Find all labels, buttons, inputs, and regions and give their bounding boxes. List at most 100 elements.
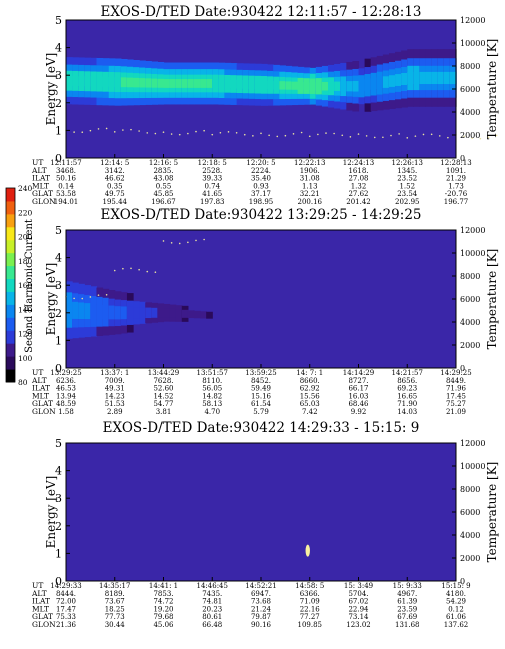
table-cell: 45.85: [153, 190, 173, 198]
spectrogram-cell: [84, 76, 91, 87]
spectrogram-cell: [370, 78, 378, 90]
y-axis-label: Energy [eV]: [44, 263, 58, 336]
spectrogram-cell: [175, 79, 183, 88]
table-cell: 80.61: [202, 613, 222, 621]
y-right-tick-label: 6000: [460, 85, 480, 94]
y-tick-label: 2: [55, 520, 62, 533]
table-cell: 21.36: [56, 621, 77, 629]
y-right-tick-label: 6000: [460, 508, 480, 517]
spectrogram-cell: [267, 80, 274, 90]
table-cell: 67.02: [348, 598, 368, 606]
table-cell: 21.29: [446, 175, 466, 183]
table-cell: -20.76: [445, 190, 468, 198]
temperature-point: [138, 130, 140, 132]
y-tick-label: 0: [55, 575, 62, 588]
table-cell: 17.45: [446, 392, 466, 400]
colorbar-swatch: [6, 343, 15, 357]
spectrogram-cell: [449, 71, 457, 85]
table-cell: 54.77: [153, 400, 173, 408]
table-row-label: ALT: [31, 166, 47, 175]
table-cell: 37.17: [251, 190, 271, 198]
table-cell: 5.79: [253, 408, 269, 416]
table-cell: 8656.: [397, 377, 417, 385]
table-row-label: ILAT: [32, 597, 50, 606]
table-cell: 13:51:57: [197, 369, 228, 377]
temperature-point: [357, 133, 360, 135]
table-cell: 7628.: [153, 377, 173, 385]
temperature-point: [260, 132, 262, 135]
temperature-point: [203, 238, 205, 241]
temperature-point: [178, 242, 181, 245]
table-cell: 15: 3:49: [344, 582, 373, 590]
temperature-point: [73, 297, 75, 300]
spectrogram-cell: [395, 74, 402, 86]
spectrogram-cell: [200, 311, 207, 319]
table-cell: 18.25: [105, 605, 125, 613]
spectrogram-cell: [120, 306, 128, 320]
table-cell: 9.92: [351, 408, 367, 416]
table-cell: 54.29: [446, 598, 466, 606]
colorbar-tick-label: 200: [18, 233, 33, 242]
table-cell: 77.73: [105, 613, 125, 621]
spectrogram-cell: [157, 78, 165, 88]
spectrogram-cell: [364, 79, 372, 91]
temperature-point: [227, 131, 230, 133]
spectrogram-cell: [90, 76, 98, 87]
table-cell: 12:26:13: [392, 159, 423, 167]
colorbar-tick-label: 240: [18, 184, 33, 193]
table-cell: 15: 9:33: [393, 582, 422, 590]
y-tick-label: 1: [55, 547, 62, 560]
panel-3: EXOS-D/TED Date:930422 14:29:33 - 15:15:…: [31, 420, 499, 629]
y-right-tick-label: 4000: [460, 108, 480, 117]
temperature-point: [471, 137, 474, 140]
colorbar-swatch: [6, 291, 15, 305]
spectrogram-cell: [376, 77, 384, 89]
table-cell: 79.68: [153, 613, 173, 621]
table-cell: 201.42: [346, 198, 371, 206]
temperature-point: [195, 130, 197, 133]
temperature-point: [422, 133, 425, 136]
table-cell: 0.93: [253, 182, 269, 190]
table-cell: 14:29:33: [50, 582, 81, 590]
temperature-point: [122, 267, 124, 270]
colorbar-tick-label: 220: [18, 208, 33, 217]
table-cell: 72.00: [56, 598, 76, 606]
spectrogram-cell: [382, 76, 390, 88]
table-cell: 14.82: [202, 392, 222, 400]
y-tick-label: 4: [55, 42, 62, 55]
temperature-point: [113, 269, 116, 272]
table-cell: 1618.: [348, 167, 368, 175]
table-cell: 79.87: [251, 613, 271, 621]
table-cell: 3468.: [56, 167, 76, 175]
spectrogram-cell: [163, 79, 171, 88]
table-cell: 3.81: [156, 408, 172, 416]
table-cell: 66.17: [348, 385, 368, 393]
table-cell: 14.52: [153, 392, 173, 400]
table-cell: 61.06: [446, 613, 467, 621]
y-right-tick-label: 0: [460, 154, 465, 163]
spectrogram-cell: [66, 75, 73, 86]
table-row-label: GLAT: [32, 189, 53, 198]
table-cell: 21.09: [446, 408, 466, 416]
spectrogram-cell: [254, 80, 262, 90]
y-tick-label: 3: [55, 69, 62, 82]
table-cell: 14:41: 1: [149, 582, 178, 590]
table-cell: 58.13: [202, 400, 222, 408]
table-cell: 6947.: [251, 590, 271, 598]
temperature-point: [146, 270, 149, 273]
table-cell: 131.68: [395, 621, 420, 629]
temperature-point: [390, 134, 392, 137]
table-cell: 77.27: [300, 613, 320, 621]
temperature-point: [487, 136, 490, 139]
spectrogram-cell: [193, 310, 201, 319]
colorbar-label: Second Harmonic Current: [24, 219, 35, 353]
table-cell: 23.52: [397, 175, 417, 183]
spectrogram-cell: [139, 78, 146, 88]
spectrogram-cell: [437, 71, 445, 85]
colorbar-swatch: [6, 265, 15, 280]
y-right-tick-label: 0: [460, 577, 465, 586]
table-cell: 15:15: 9: [441, 582, 470, 590]
spectrogram-cell: [340, 81, 347, 92]
table-cell: 1906.: [300, 167, 320, 175]
